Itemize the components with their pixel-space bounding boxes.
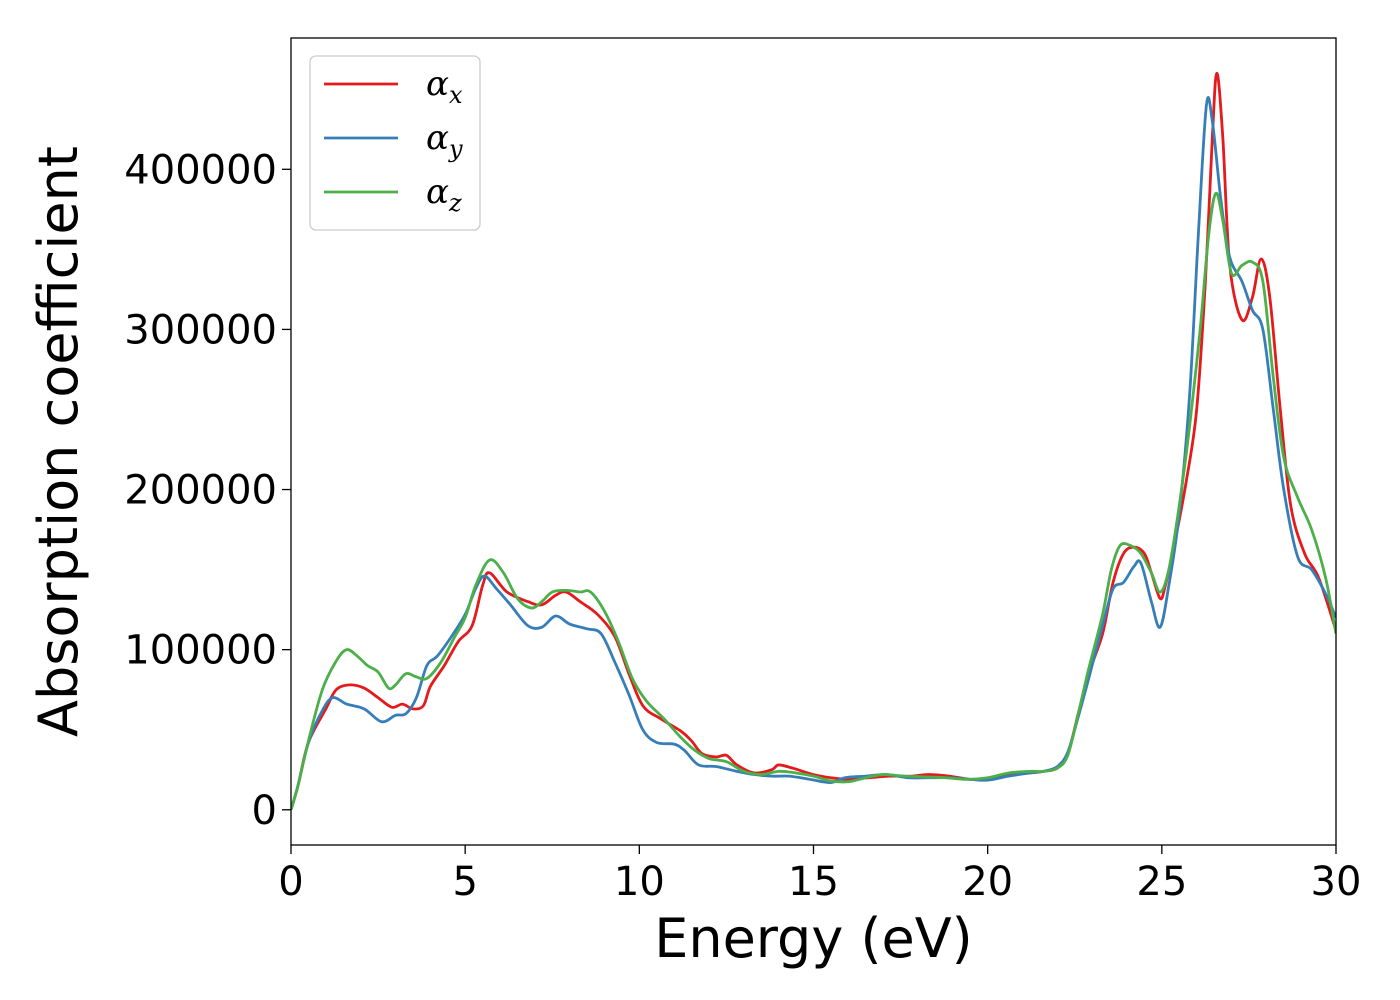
y-tick-label: 0	[252, 788, 277, 834]
x-tick-label: 20	[962, 859, 1013, 905]
legend-box	[309, 55, 481, 231]
x-axis-label: Energy (eV)	[654, 907, 973, 970]
y-tick-label: 400000	[124, 147, 277, 193]
x-tick-label: 5	[452, 859, 477, 905]
legend-label-x: αx	[426, 64, 463, 109]
legend-label-z: αz	[426, 172, 462, 217]
y-axis-label: Absorption coefficient	[27, 146, 90, 737]
legend: αx αy αz	[309, 55, 481, 231]
y-tick-label: 300000	[124, 307, 277, 353]
series-layer	[291, 71, 1336, 811]
series-line-x	[291, 71, 1336, 811]
y-tick-label: 100000	[124, 628, 277, 674]
x-tick-label: 10	[614, 859, 665, 905]
x-tick-label: 0	[278, 859, 303, 905]
x-tick-label: 15	[788, 859, 839, 905]
series-line-z	[291, 191, 1336, 811]
tick-layer: 0 5 10 15 20 25 30 0 100000 200000 300000 400000	[124, 147, 1361, 905]
legend-label-y: αy	[426, 118, 463, 163]
y-tick-label: 200000	[124, 468, 277, 514]
x-tick-label: 30	[1311, 859, 1362, 905]
series-line-y	[291, 96, 1336, 811]
x-tick-label: 25	[1136, 859, 1187, 905]
